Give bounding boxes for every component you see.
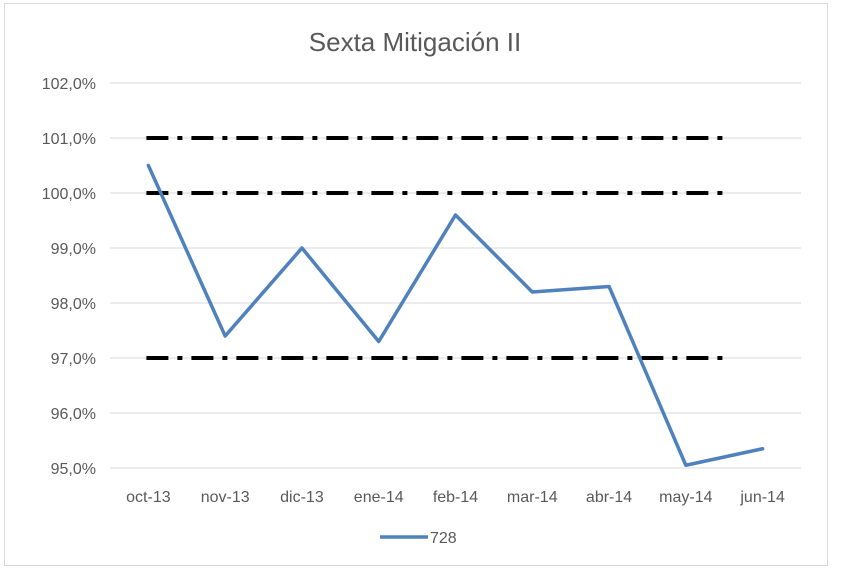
x-tick-label: oct-13 [126, 489, 171, 506]
x-axis-ticks: oct-13 nov-13 dic-13 ene-14 feb-14 mar-14 abr-… [126, 489, 785, 506]
chart-title: Sexta Mitigación II [309, 27, 521, 57]
line-chart: Sexta Mitigación II 95,0% 96,0% 97,0% 98,0%… [42, 27, 801, 547]
gridlines [110, 82, 801, 469]
x-tick-label: nov-13 [201, 489, 250, 506]
y-tick-label: 102,0% [42, 76, 96, 93]
data-point [684, 463, 688, 467]
data-point [223, 334, 227, 338]
data-point [454, 213, 457, 217]
series-line [146, 163, 765, 467]
reference-lines [146, 136, 723, 360]
y-tick-label: 101,0% [42, 131, 96, 148]
x-tick-label: feb-14 [433, 489, 478, 506]
series-layer [146, 163, 765, 467]
data-point [761, 447, 765, 451]
x-tick-label: jun-14 [739, 489, 785, 506]
x-tick-label: may-14 [659, 489, 712, 506]
chart-frame: Sexta Mitigación II 95,0% 96,0% 97,0% 98,0%… [4, 3, 828, 566]
data-point [300, 246, 304, 250]
x-tick-label: ene-14 [354, 489, 404, 506]
y-axis-ticks: 95,0% 96,0% 97,0% 98,0% 99,0% 100,0% 101,0% 102… [42, 76, 96, 478]
data-point [146, 164, 150, 167]
data-point [607, 285, 611, 288]
y-tick-label: 98,0% [51, 296, 96, 313]
data-point [377, 340, 381, 343]
data-point [530, 290, 534, 294]
y-tick-label: 96,0% [51, 406, 96, 423]
legend: 728 [380, 530, 457, 547]
y-tick-label: 99,0% [51, 241, 96, 258]
x-tick-label: dic-13 [280, 489, 324, 506]
y-tick-label: 100,0% [42, 186, 96, 203]
x-tick-label: abr-14 [586, 489, 632, 506]
legend-label: 728 [430, 530, 457, 547]
y-tick-label: 97,0% [51, 351, 96, 368]
y-tick-label: 95,0% [51, 461, 96, 478]
x-tick-label: mar-14 [507, 489, 558, 506]
